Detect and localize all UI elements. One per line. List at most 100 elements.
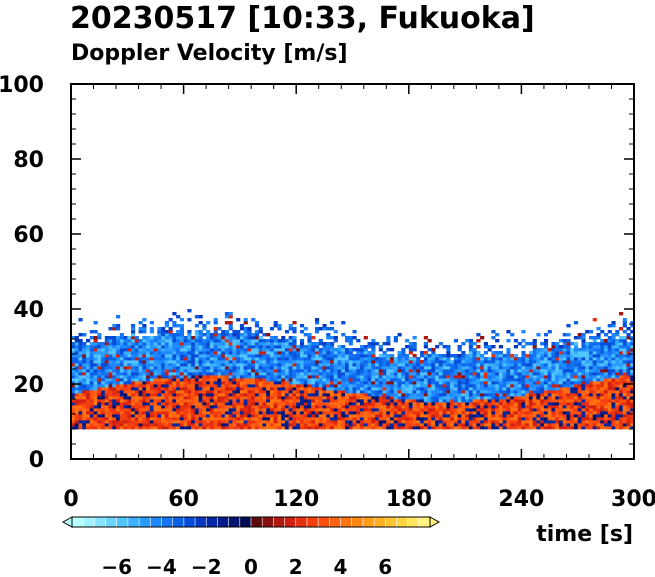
heatmap-cell bbox=[142, 396, 147, 400]
heatmap-cell bbox=[161, 354, 166, 358]
heatmap-cell bbox=[149, 420, 154, 424]
heatmap-cell bbox=[258, 345, 263, 349]
heatmap-cell bbox=[191, 426, 196, 430]
heatmap-cell bbox=[513, 426, 519, 430]
heatmap-cell bbox=[352, 354, 357, 358]
heatmap-cell bbox=[157, 405, 162, 409]
heatmap-cell bbox=[427, 375, 432, 379]
heatmap-cell bbox=[581, 351, 586, 355]
heatmap-cell bbox=[149, 321, 154, 325]
heatmap-cell bbox=[585, 363, 590, 367]
heatmap-cell bbox=[420, 426, 425, 430]
heatmap-cell bbox=[236, 417, 241, 421]
heatmap-cell bbox=[397, 369, 402, 373]
heatmap-cell bbox=[157, 399, 162, 403]
heatmap-cell bbox=[74, 414, 79, 418]
heatmap-cell bbox=[329, 366, 335, 370]
heatmap-cell bbox=[592, 393, 597, 397]
heatmap-cell bbox=[292, 363, 297, 367]
heatmap-cell bbox=[281, 366, 286, 370]
heatmap-cell bbox=[551, 357, 556, 361]
heatmap-cell bbox=[191, 417, 196, 421]
heatmap-cell bbox=[408, 372, 413, 376]
heatmap-cell bbox=[367, 369, 372, 373]
heatmap-cell bbox=[371, 339, 376, 343]
heatmap-cell bbox=[596, 345, 601, 349]
heatmap-cell bbox=[618, 390, 624, 394]
heatmap-cell bbox=[626, 327, 631, 331]
heatmap-cell bbox=[360, 384, 365, 388]
heatmap-cell bbox=[86, 351, 91, 355]
heatmap-cell bbox=[157, 402, 162, 406]
heatmap-cell bbox=[588, 369, 594, 373]
heatmap-cell bbox=[352, 369, 357, 373]
heatmap-cell bbox=[224, 378, 230, 382]
heatmap-cell bbox=[232, 411, 237, 415]
heatmap-cell bbox=[393, 399, 398, 403]
heatmap-cell bbox=[611, 360, 616, 364]
heatmap-cell bbox=[251, 369, 256, 373]
heatmap-cell bbox=[450, 426, 455, 430]
heatmap-cell bbox=[476, 423, 481, 427]
heatmap-cell bbox=[581, 339, 586, 343]
heatmap-cell bbox=[142, 381, 147, 385]
heatmap-cell bbox=[630, 417, 635, 421]
heatmap-cell bbox=[630, 339, 635, 343]
heatmap-cell bbox=[532, 363, 537, 367]
heatmap-cell bbox=[251, 384, 256, 388]
heatmap-cell bbox=[397, 363, 402, 367]
heatmap-cell bbox=[138, 405, 143, 409]
heatmap-cell bbox=[194, 423, 200, 427]
heatmap-cell bbox=[491, 381, 496, 385]
heatmap-cell bbox=[352, 423, 357, 427]
heatmap-cell bbox=[371, 354, 376, 358]
heatmap-cell bbox=[592, 399, 597, 403]
heatmap-cell bbox=[281, 405, 286, 409]
heatmap-cell bbox=[273, 348, 278, 352]
heatmap-cell bbox=[457, 396, 462, 400]
heatmap-cell bbox=[236, 411, 241, 415]
heatmap-cell bbox=[307, 351, 312, 355]
heatmap-cell bbox=[603, 357, 609, 361]
heatmap-cell bbox=[450, 372, 455, 376]
heatmap-cell bbox=[97, 423, 102, 427]
heatmap-cell bbox=[397, 417, 402, 421]
heatmap-cell bbox=[333, 354, 338, 358]
heatmap-cell bbox=[142, 405, 147, 409]
heatmap-cell bbox=[123, 390, 128, 394]
heatmap-cell bbox=[322, 405, 327, 409]
heatmap-cell bbox=[337, 357, 342, 361]
heatmap-cell bbox=[194, 384, 200, 388]
heatmap-cell bbox=[543, 354, 549, 358]
heatmap-cell bbox=[423, 399, 428, 403]
heatmap-cell bbox=[577, 348, 582, 352]
heatmap-cell bbox=[168, 393, 173, 397]
heatmap-cell bbox=[82, 390, 87, 394]
heatmap-cell bbox=[311, 348, 316, 352]
heatmap-cell bbox=[333, 366, 338, 370]
heatmap-cell bbox=[86, 381, 91, 385]
heatmap-cell bbox=[101, 348, 106, 352]
heatmap-cell bbox=[251, 363, 256, 367]
heatmap-cell bbox=[562, 414, 567, 418]
colorbar-swatch bbox=[150, 516, 163, 528]
heatmap-cell bbox=[551, 348, 556, 352]
heatmap-cell bbox=[82, 420, 87, 424]
heatmap-cell bbox=[423, 369, 428, 373]
heatmap-cell bbox=[119, 375, 124, 379]
heatmap-cell bbox=[247, 408, 252, 412]
heatmap-cell bbox=[450, 411, 455, 415]
heatmap-cell bbox=[86, 366, 91, 370]
heatmap-cell bbox=[363, 345, 368, 349]
heatmap-cell bbox=[243, 402, 248, 406]
heatmap-cell bbox=[603, 387, 609, 391]
heatmap-cell bbox=[176, 339, 181, 343]
heatmap-cell bbox=[382, 396, 387, 400]
heatmap-cell bbox=[427, 423, 432, 427]
heatmap-cell bbox=[513, 381, 519, 385]
heatmap-cell bbox=[318, 423, 323, 427]
heatmap-cell bbox=[337, 372, 342, 376]
heatmap-cell bbox=[626, 366, 631, 370]
heatmap-cell bbox=[243, 327, 248, 331]
heatmap-cell bbox=[209, 339, 215, 343]
